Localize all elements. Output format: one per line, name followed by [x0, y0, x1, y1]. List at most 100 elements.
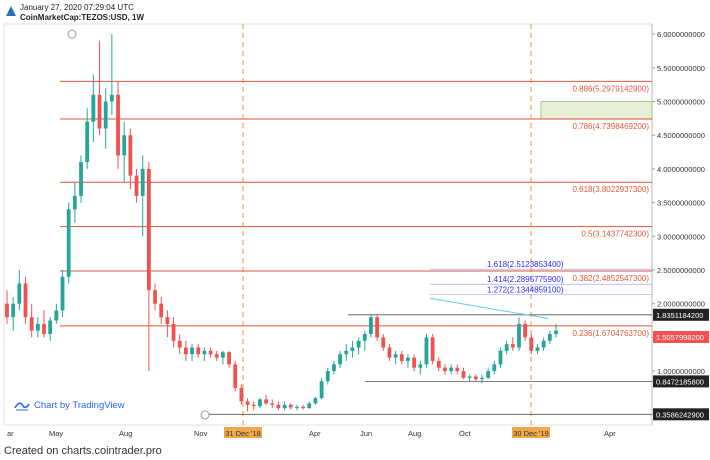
fib-level-label: 0.886(5.2979142900): [572, 84, 649, 93]
candle-body: [504, 344, 509, 351]
candle: [412, 354, 417, 372]
candle: [418, 360, 423, 375]
candle-body: [227, 352, 231, 365]
candle: [430, 334, 435, 365]
candle: [356, 337, 361, 355]
candle: [227, 350, 231, 368]
candle: [504, 340, 509, 355]
candle-body: [66, 209, 71, 277]
x-tick-label: Apr: [604, 429, 616, 438]
candle-body: [325, 371, 330, 382]
candle: [257, 398, 262, 409]
candle: [196, 344, 201, 358]
tradingview-branding[interactable]: Chart by TradingView: [14, 399, 125, 411]
candle-body: [443, 367, 447, 372]
candle-body: [122, 135, 127, 156]
fib-level-label: 0.5(3.1437742300): [581, 230, 649, 239]
candle-body: [486, 371, 491, 378]
candle: [486, 367, 491, 380]
candle-body: [128, 135, 133, 176]
candle-body: [140, 168, 145, 196]
candle: [319, 377, 324, 400]
candle: [375, 313, 380, 341]
candle-body: [48, 320, 53, 335]
candle: [338, 350, 343, 368]
candle-body: [109, 94, 114, 102]
x-tick-highlight: [224, 427, 262, 438]
price-chart[interactable]: 1.00000000001.50000000002.00000000002.50…: [0, 0, 710, 440]
candle-body: [362, 334, 367, 341]
candle: [54, 303, 59, 324]
candle: [381, 334, 386, 351]
plot-area: [3, 23, 653, 426]
candle-body: [393, 354, 398, 358]
candle: [406, 354, 410, 368]
candle: [362, 330, 367, 351]
candle: [208, 347, 213, 358]
x-tick-label: Oct: [459, 429, 472, 438]
candle-body: [406, 357, 410, 361]
candle: [153, 283, 157, 311]
candle: [202, 347, 207, 361]
x-tick-highlight: [512, 427, 550, 438]
y-tick-label: 5.5000000000: [657, 64, 705, 73]
candle-body: [288, 404, 293, 408]
candle: [264, 394, 268, 405]
price-tag-label: 1.5057998200: [656, 333, 704, 342]
candle: [109, 34, 114, 115]
candle-body: [498, 350, 503, 365]
fib-level-label: 0.382(2.4852547300): [572, 274, 649, 283]
candle: [72, 182, 77, 223]
candle-body: [270, 403, 275, 405]
candle: [251, 401, 256, 411]
candle: [387, 344, 392, 361]
candle: [424, 334, 429, 368]
candle: [288, 403, 293, 410]
candle: [79, 155, 83, 203]
tradingview-branding-text: Chart by TradingView: [34, 399, 125, 411]
y-tick-label: 3.5000000000: [657, 199, 705, 208]
candle-body: [381, 337, 386, 348]
candle: [85, 108, 90, 169]
candle-body: [29, 317, 34, 331]
pivot-low-marker: [200, 410, 210, 420]
price-tag: [653, 408, 709, 421]
y-tick-label: 2.0000000000: [657, 300, 705, 309]
x-tick-label: Nov: [194, 429, 208, 438]
candle-body: [547, 334, 552, 341]
candle: [554, 323, 558, 338]
candle-body: [492, 364, 497, 372]
price-tag-label: 0.3586242900: [656, 410, 704, 419]
brand-logo-icon: [6, 6, 16, 16]
fib-level-label: 0.786(4.7398469200): [572, 122, 649, 131]
candle-body: [54, 310, 59, 321]
candle: [350, 340, 355, 358]
candle-body: [208, 350, 213, 355]
chart-symbol: CoinMarketCap:TEZOS:USD, 1W: [20, 13, 145, 22]
candle-body: [541, 340, 546, 348]
candle: [103, 88, 108, 149]
candle: [17, 269, 22, 311]
candle: [11, 296, 16, 331]
candle: [159, 296, 164, 324]
candle-body: [436, 360, 441, 368]
candle-body: [146, 168, 151, 291]
candle-body: [467, 376, 472, 378]
y-tick-label: 4.0000000000: [657, 165, 705, 174]
candle: [529, 334, 534, 355]
candle-body: [301, 406, 306, 409]
candle-body: [461, 371, 466, 378]
candle-body: [171, 323, 176, 341]
candle: [233, 360, 238, 392]
target-zone: [540, 101, 653, 120]
candle: [190, 344, 194, 361]
candle-body: [480, 377, 484, 380]
x-tick-label: 30 Dec '19: [513, 429, 549, 438]
fib-extension-label: 1.618(2.5123853400): [487, 260, 564, 269]
x-tick-label: Jun: [360, 429, 372, 438]
candle-body: [332, 364, 336, 372]
candle: [443, 364, 447, 375]
candle: [455, 364, 460, 375]
y-tick-label: 1.0000000000: [657, 367, 705, 376]
candle: [171, 317, 176, 348]
